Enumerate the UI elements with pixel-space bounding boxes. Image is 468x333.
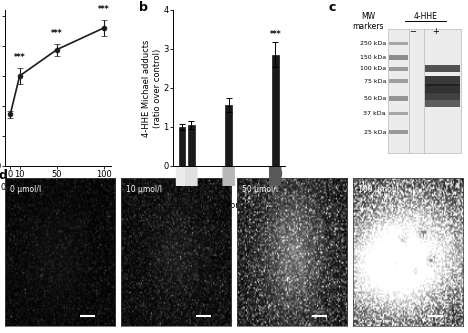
Bar [425, 92, 460, 100]
Text: 0 μmol/l: 0 μmol/l [10, 185, 42, 194]
Text: ***: *** [270, 30, 281, 39]
Text: 25 kDa: 25 kDa [364, 130, 386, 135]
Text: MW: MW [361, 12, 375, 21]
Text: d: d [0, 169, 7, 182]
Text: 150 kDa: 150 kDa [360, 55, 386, 60]
Text: ***: *** [51, 29, 63, 38]
Text: −: − [409, 27, 416, 36]
Y-axis label: 4-HHE Michael adducts
(ratio over control): 4-HHE Michael adducts (ratio over contro… [142, 39, 162, 137]
Bar [389, 130, 408, 134]
Bar [389, 112, 408, 115]
Circle shape [223, 67, 234, 286]
Bar [425, 66, 460, 72]
Text: ***: *** [14, 53, 25, 62]
Text: 37 kDa: 37 kDa [364, 111, 386, 116]
Bar [425, 84, 460, 93]
Text: 100 kDa: 100 kDa [360, 66, 386, 71]
Bar [179, 127, 185, 166]
Text: 250 kDa: 250 kDa [360, 41, 386, 46]
Text: 10 μmol/l: 10 μmol/l [126, 185, 162, 194]
Bar [389, 67, 408, 71]
Bar [425, 100, 460, 107]
Text: b: b [139, 1, 148, 14]
Text: 100 μmol/l: 100 μmol/l [358, 185, 399, 194]
X-axis label: Concentration (μmol/l): Concentration (μmol/l) [10, 182, 105, 191]
Text: ***: *** [98, 5, 110, 14]
Text: 0 10: 0 10 [1, 182, 20, 191]
Bar [188, 125, 195, 166]
Text: markers: markers [353, 22, 384, 31]
Text: 75 kDa: 75 kDa [364, 79, 386, 84]
Text: c: c [329, 1, 336, 14]
Bar [389, 42, 408, 45]
Text: 4-HHE: 4-HHE [413, 12, 437, 21]
Circle shape [270, 67, 281, 286]
Bar [425, 76, 460, 87]
Circle shape [186, 67, 197, 286]
Text: +: + [432, 27, 439, 36]
Text: 50 kDa: 50 kDa [364, 96, 386, 101]
Bar [388, 29, 461, 153]
Bar [226, 106, 232, 166]
Text: 50 μmol/l: 50 μmol/l [242, 185, 278, 194]
X-axis label: Concentration (μmol/l): Concentration (μmol/l) [181, 201, 276, 210]
Bar [389, 79, 408, 83]
Bar [389, 55, 408, 60]
Bar [272, 55, 278, 166]
Bar [389, 96, 408, 101]
Circle shape [176, 67, 188, 286]
